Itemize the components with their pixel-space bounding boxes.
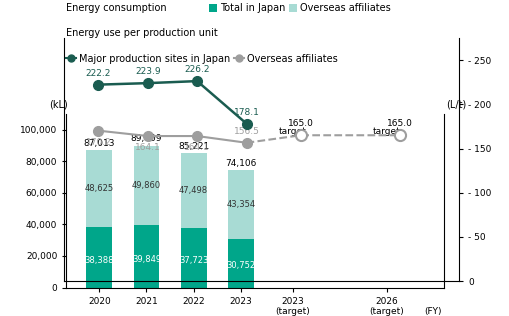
Bar	[183, 198, 210, 281]
Text: 226.2: 226.2	[184, 65, 210, 74]
Text: 165.0: 165.0	[386, 119, 412, 128]
Text: 164.1: 164.1	[184, 143, 210, 152]
Text: 222.2: 222.2	[86, 69, 111, 77]
Text: 49,860: 49,860	[133, 133, 162, 143]
Text: 156.5: 156.5	[233, 127, 259, 136]
Text: target: target	[287, 60, 314, 69]
Text: 164.1: 164.1	[134, 143, 160, 152]
Text: 39,849: 39,849	[133, 237, 162, 246]
Bar	[233, 117, 260, 213]
Text: Energy use per production unit: Energy use per production unit	[66, 28, 218, 39]
Text: 38,388: 38,388	[83, 239, 113, 247]
Bar	[183, 93, 210, 198]
Bar	[84, 89, 111, 196]
Text: 48,625: 48,625	[83, 138, 112, 147]
Legend: Total in Japan, Overseas affiliates: Total in Japan, Overseas affiliates	[209, 3, 390, 13]
Legend: Major production sites in Japan, Overseas affiliates: Major production sites in Japan, Oversea…	[66, 54, 337, 64]
Text: 87,013: 87,013	[82, 76, 114, 85]
Text: 43,354: 43,354	[232, 161, 261, 170]
Text: target: target	[385, 60, 413, 69]
Text: Energy consumption: Energy consumption	[66, 3, 166, 13]
Text: 223.9: 223.9	[135, 67, 160, 76]
Text: 89,709: 89,709	[132, 70, 163, 80]
Text: (FY): (FY)	[438, 308, 456, 316]
Text: (kL): (kL)	[49, 99, 68, 109]
Bar	[84, 196, 111, 281]
Text: (L/t): (L/t)	[445, 99, 466, 109]
Text: 37,723: 37,723	[182, 239, 211, 248]
Text: 47,498: 47,498	[182, 141, 211, 150]
Text: 74,106: 74,106	[231, 105, 262, 114]
Bar	[233, 213, 260, 281]
Text: 170.2: 170.2	[86, 138, 111, 147]
Text: 30,752: 30,752	[232, 246, 261, 255]
Text: 178.1: 178.1	[233, 107, 259, 117]
Text: 85,221: 85,221	[181, 80, 212, 89]
Text: 165.0: 165.0	[288, 119, 313, 128]
Bar	[134, 193, 161, 281]
Bar	[134, 83, 161, 193]
